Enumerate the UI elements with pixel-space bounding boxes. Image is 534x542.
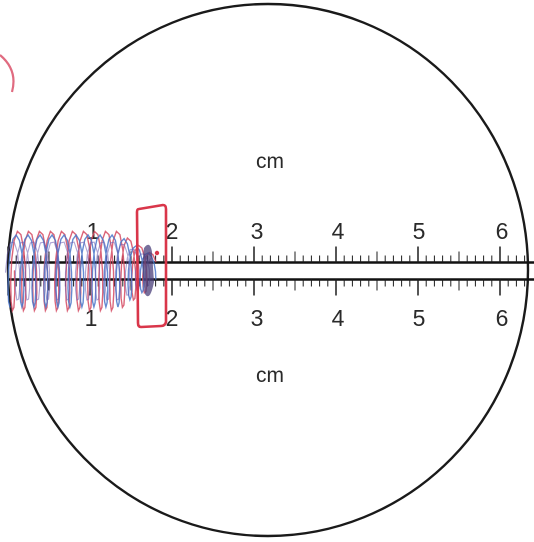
ink-smudge [142, 244, 154, 297]
unit-label-bottom: cm [256, 364, 284, 387]
wave-line-blue [7, 233, 157, 310]
bottom-number-5: 5 [413, 305, 426, 331]
bottom-number-3: 3 [251, 305, 264, 331]
unit-label-top: cm [256, 150, 284, 173]
wave-line-purple [4, 241, 151, 301]
top-number-5: 5 [413, 218, 426, 244]
hand-drawn-wave-scribble [4, 230, 157, 314]
pen-mark [0, 54, 15, 93]
highlight-box [135, 203, 168, 329]
bottom-number-6: 6 [496, 305, 509, 331]
bottom-number-1: 1 [85, 305, 98, 331]
top-number-2: 2 [166, 218, 179, 244]
bottom-ruler: 1 2 3 4 5 6 [7, 278, 534, 331]
top-ruler-ticks [7, 246, 526, 263]
highlight-dot [154, 250, 160, 256]
top-number-6: 6 [496, 218, 509, 244]
top-number-4: 4 [332, 218, 345, 244]
wave-line-red [9, 230, 157, 314]
bottom-number-2: 2 [166, 305, 179, 331]
bottom-number-4: 4 [332, 305, 345, 331]
top-number-3: 3 [251, 218, 264, 244]
